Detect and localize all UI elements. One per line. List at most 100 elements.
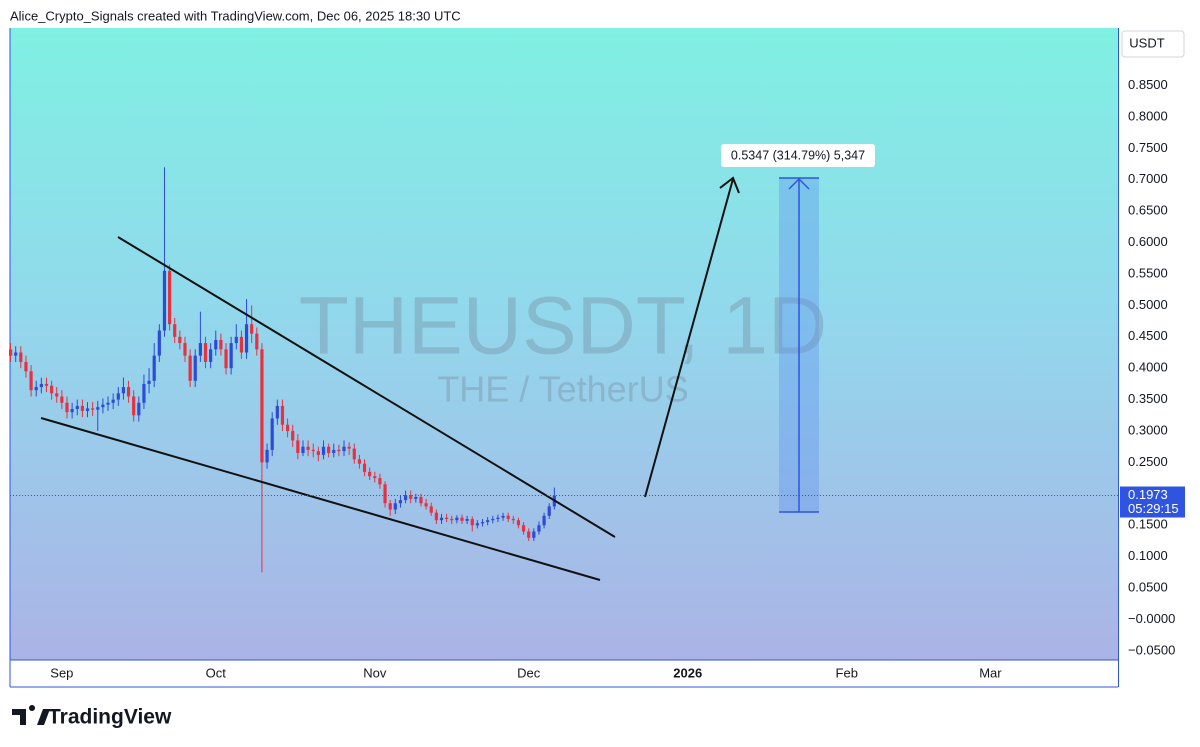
logo-icon	[12, 705, 50, 725]
candle-body	[393, 503, 397, 510]
candle-body	[239, 336, 244, 353]
candle-body	[142, 383, 146, 403]
candle-body	[188, 355, 192, 381]
candle-body	[378, 478, 382, 485]
watermark-name: THE / TetherUS	[437, 369, 688, 410]
candle-body	[111, 399, 115, 403]
candle-body	[516, 520, 521, 526]
y-tick-label: 0.3000	[1128, 422, 1168, 437]
candle-body	[373, 476, 377, 479]
candle-body	[244, 324, 249, 353]
candle-body	[132, 396, 136, 416]
candle-body	[34, 387, 38, 391]
candle-body	[75, 405, 79, 410]
y-tick-label: 0.3500	[1128, 391, 1168, 406]
annotation-box	[721, 144, 875, 167]
trendline	[40, 417, 601, 581]
candle-body	[316, 451, 320, 455]
logo-text: TradingView	[48, 706, 172, 729]
candle-body	[403, 495, 408, 501]
candle-body	[209, 349, 213, 362]
y-tick-label: −0.0000	[1128, 611, 1175, 626]
arrow	[644, 178, 734, 498]
candle-body	[198, 343, 202, 356]
candle-body	[167, 270, 172, 325]
candle-body	[511, 518, 515, 521]
y-tick-label: 0.4500	[1128, 328, 1168, 343]
candle-body	[250, 324, 254, 334]
candle-body	[332, 449, 336, 453]
candle-body	[285, 424, 290, 432]
candle-body	[362, 463, 367, 472]
y-tick-label: 0.8000	[1128, 108, 1168, 123]
candle-body	[486, 520, 490, 523]
candle-body	[465, 518, 469, 521]
candle-body	[470, 518, 474, 526]
arrow-head	[719, 176, 740, 194]
candle-body	[342, 446, 346, 452]
x-tick-label: Feb	[836, 665, 858, 680]
candle-body	[409, 495, 413, 499]
candle-body	[388, 503, 392, 510]
candle-body	[224, 349, 228, 369]
candle-body	[419, 496, 423, 504]
watermark-symbol: THEUSDT, 1D	[299, 281, 828, 372]
candle-body	[65, 402, 69, 413]
x-tick-label: Oct	[206, 665, 227, 680]
candle-body	[357, 459, 362, 464]
candle-body	[424, 503, 428, 507]
y-tick-label: 0.6000	[1128, 234, 1168, 249]
x-tick-label: Sep	[50, 665, 73, 680]
candle-body	[347, 446, 351, 449]
candle-body	[383, 484, 387, 504]
candle-body	[414, 496, 418, 499]
candle-body	[491, 518, 495, 521]
x-tick-label: Mar	[979, 665, 1002, 680]
candle-body	[496, 517, 500, 519]
y-tick-label: 0.8500	[1128, 77, 1168, 92]
candle-body	[439, 517, 444, 521]
logo	[12, 705, 50, 725]
candle-body	[173, 324, 177, 337]
annotation: 0.5347 (314.79%) 5,347	[731, 148, 865, 162]
y-tick-label: 0.1500	[1128, 517, 1168, 532]
candle-body	[542, 515, 546, 526]
y-tick-label: 0.7500	[1128, 140, 1168, 155]
candle-body	[521, 525, 526, 532]
candle-body	[255, 333, 259, 350]
header: Alice_Crypto_Signals created with Tradin…	[10, 8, 461, 23]
candle-body	[106, 402, 110, 405]
candle-body	[337, 449, 341, 452]
candle-body	[537, 525, 541, 532]
candle-body	[203, 343, 208, 362]
candle-body	[480, 522, 485, 524]
candle-body	[91, 408, 95, 410]
measure-arrow-head	[788, 177, 810, 190]
plot-background	[10, 28, 1118, 660]
candle-body	[280, 405, 285, 425]
candle-body	[80, 405, 84, 411]
candle-body	[193, 355, 197, 381]
candle-body	[214, 339, 218, 350]
candle-body	[229, 343, 233, 369]
y-tick-label: 0.7000	[1128, 171, 1168, 186]
candle-body	[147, 380, 151, 384]
candle-body	[296, 440, 300, 453]
y-tick-label: 0.4000	[1128, 360, 1168, 375]
candle-body	[234, 336, 238, 344]
candle-body	[50, 385, 54, 394]
candle-body	[39, 383, 43, 388]
x-tick-label: 2026	[673, 665, 702, 680]
candle-body	[70, 409, 74, 413]
candle-body	[162, 270, 167, 331]
currency-box[interactable]	[1121, 30, 1185, 58]
candle-body	[475, 523, 479, 526]
candle-body	[506, 515, 510, 519]
candle-body	[19, 352, 23, 362]
candle-body	[24, 361, 28, 372]
candle-body	[321, 446, 326, 455]
candle-body	[291, 431, 295, 441]
candle-body	[368, 471, 372, 477]
